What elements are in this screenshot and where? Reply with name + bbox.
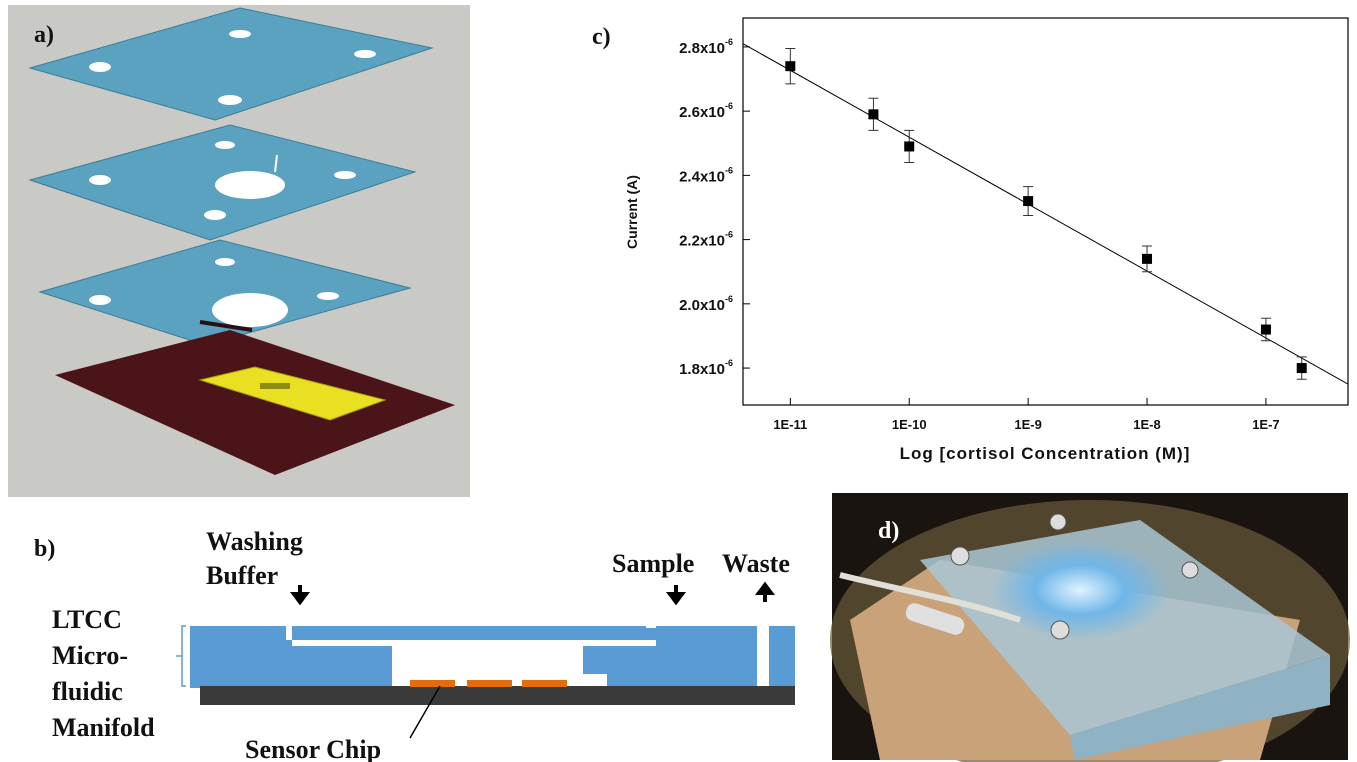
x-tick-label: 1E-11 [773,417,807,432]
plot-frame [743,18,1348,405]
y-tick-label: 1.8x10-6 [679,358,733,378]
data-point [1142,254,1152,264]
hole [89,295,111,305]
hole [89,175,111,185]
x-tick-label: 1E-7 [1252,417,1279,432]
x-tick-label: 1E-8 [1133,417,1160,432]
y-tick-label: 2.4x10-6 [679,165,733,185]
hole [89,62,111,72]
panel-b: b) Washing Buffer Sample Waste LTCC Micr… [34,527,795,762]
y-axis-label: Current (A) [624,175,640,249]
screw [951,547,969,565]
data-point [785,61,795,71]
y-tick-base: 2.0x10 [679,297,725,314]
hole [354,50,376,58]
y-tick-label: 2.8x10-6 [679,37,733,57]
x-tick-label: 1E-9 [1014,417,1041,432]
y-tick-exponent: -6 [725,230,733,240]
arrow [294,585,306,602]
inlet-label: Washing [206,527,303,556]
inlet-label: Sample [612,549,694,578]
inlet-label: Buffer [206,561,278,590]
screw [1182,562,1198,578]
panel-label: c) [592,24,611,50]
chamber [215,171,285,199]
manifold-label: LTCC [52,605,122,634]
data-point [1261,325,1271,335]
panel-d: d) [830,493,1350,762]
bracket [176,626,186,686]
screw [1050,514,1066,530]
chip-electrode [260,383,290,389]
y-tick-base: 2.2x10 [679,233,725,250]
y-tick-base: 1.8x10 [679,361,725,378]
y-tick-exponent: -6 [725,165,733,175]
manifold-label: Manifold [52,713,155,742]
panel-label: b) [34,536,55,562]
y-tick-exponent: -6 [725,37,733,47]
y-tick-label: 2.6x10-6 [679,101,733,121]
electrode [467,680,512,687]
substrate [200,686,795,705]
panel-label: d) [878,518,899,544]
glow [990,540,1170,640]
panel-a: a) [8,5,470,497]
electrode [410,680,455,687]
data-point [1297,363,1307,373]
electrode [522,680,567,687]
chip-label: Sensor Chip [245,735,381,762]
y-tick-exponent: -6 [725,101,733,111]
data-point [868,109,878,119]
panel-label: a) [34,22,54,48]
fit-line [743,44,1348,384]
hole [317,292,339,300]
y-tick-label: 2.0x10-6 [679,294,733,314]
data-point [904,141,914,151]
hole [215,141,235,149]
y-tick-label: 2.2x10-6 [679,230,733,250]
outlet-channel [757,626,769,688]
manifold-label: Micro- [52,641,128,670]
data-point [1023,196,1033,206]
hole [204,210,226,220]
x-tick-label: 1E-10 [892,417,927,432]
screw [1051,621,1069,639]
figure: a) b) Washing Buffer Sample Waste LTCC M… [0,0,1357,762]
outlet-label: Waste [722,549,790,578]
y-tick-base: 2.6x10 [679,104,725,121]
y-tick-base: 2.4x10 [679,168,725,185]
hole [218,95,242,105]
hole [215,258,235,266]
panel-c-chart: c) Log [cortisol Concentration (M)] Curr… [592,18,1348,463]
manifold-label: fluidic [52,677,123,706]
arrow [670,585,682,602]
y-tick-exponent: -6 [725,294,733,304]
y-tick-exponent: -6 [725,358,733,368]
y-tick-base: 2.8x10 [679,40,725,57]
manifold-layer [310,628,668,640]
hole [229,30,251,38]
x-axis-label: Log [cortisol Concentration (M)] [900,444,1191,463]
chamber [212,293,288,327]
hole [334,171,356,179]
arrow [759,585,771,602]
